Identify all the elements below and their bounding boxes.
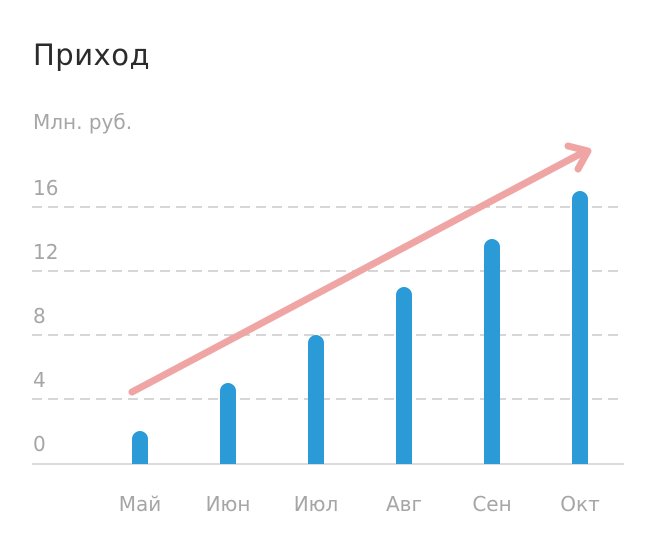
trend-arrow — [128, 142, 592, 396]
x-category-label: Июл — [294, 492, 339, 516]
bar-4 — [396, 287, 412, 464]
x-category-label: Сен — [472, 492, 511, 516]
x-category-label: Окт — [560, 492, 600, 516]
x-category-label: Май — [119, 492, 162, 516]
y-tick-label: 8 — [33, 304, 46, 328]
grid-lines — [32, 206, 624, 400]
trend-arrow-head — [564, 142, 592, 173]
x-category-label: Июн — [206, 492, 251, 516]
y-tick-labels: 0 4 8 12 16 — [33, 176, 58, 456]
y-tick-label: 0 — [33, 432, 46, 456]
bar-6 — [572, 191, 588, 464]
y-tick-label: 16 — [33, 176, 58, 200]
bar-1 — [132, 431, 148, 464]
bar-3 — [308, 335, 324, 464]
trend-arrow-shaft — [128, 150, 584, 396]
bar-2 — [220, 383, 236, 464]
x-category-labels: Май Июн Июл Авг Сен Окт — [119, 492, 600, 516]
chart-title: Приход — [33, 38, 151, 72]
x-category-label: Авг — [386, 492, 422, 516]
bars — [132, 191, 588, 464]
bar-5 — [484, 239, 500, 464]
y-tick-label: 4 — [33, 368, 46, 392]
y-axis-unit-label: Млн. руб. — [33, 110, 133, 134]
y-tick-label: 12 — [33, 240, 58, 264]
